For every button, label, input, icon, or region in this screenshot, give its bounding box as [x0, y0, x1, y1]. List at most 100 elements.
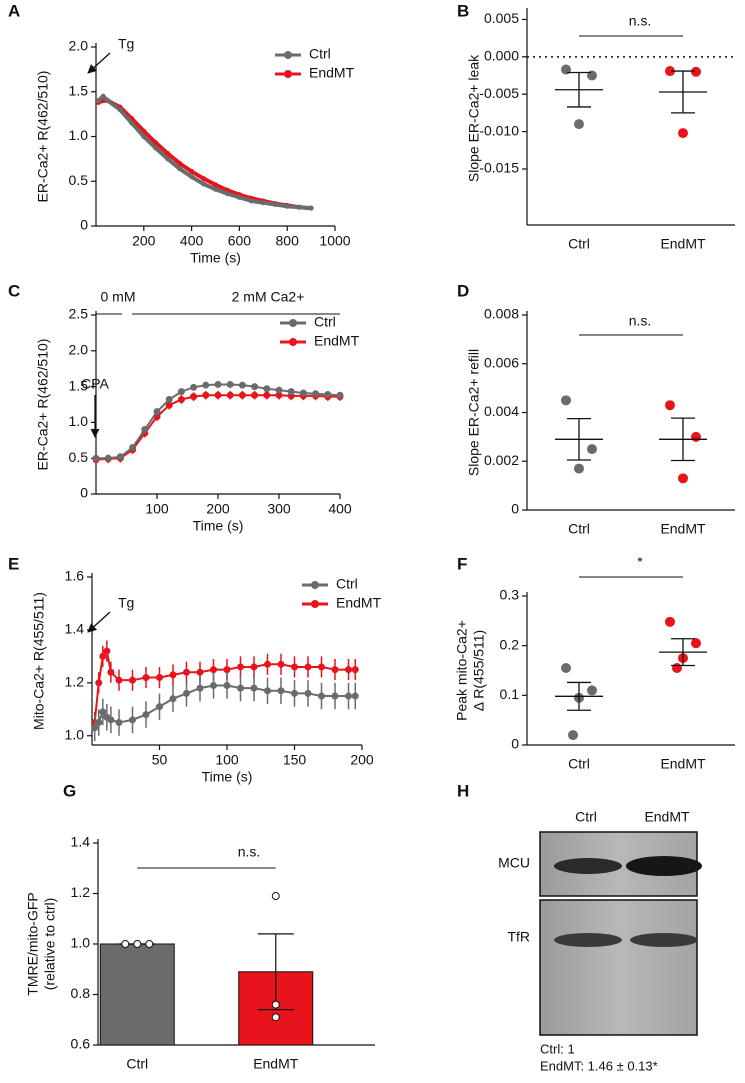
data-point [263, 391, 271, 399]
data-point [287, 388, 295, 396]
data-point [165, 151, 171, 157]
blot-band [630, 933, 698, 947]
data-point [691, 66, 701, 77]
y-axis-label: Δ R(455/511) [471, 630, 487, 711]
data-point [153, 408, 161, 416]
data-point [213, 182, 218, 188]
y-tick-label: 1.2 [71, 884, 91, 900]
data-point [145, 940, 154, 948]
data-point [116, 453, 124, 461]
data-point [574, 119, 584, 130]
x-tick-label: EndMT [253, 1056, 299, 1072]
y-tick-label: 0.006 [484, 354, 519, 370]
data-point [165, 156, 171, 162]
data-point [214, 391, 222, 399]
panel-letter: F [457, 554, 467, 573]
panel-letter: B [457, 1, 469, 20]
data-point [95, 98, 101, 104]
data-point [345, 692, 352, 700]
data-point [587, 444, 597, 455]
data-point [156, 703, 163, 711]
data-point [312, 390, 320, 398]
y-tick-label: 2.0 [69, 342, 89, 358]
annotation: n.s. [238, 844, 261, 860]
chart: C 0 0.5 1.0 1.5 2.0 2.5 100 200 300 400 Time (s) ER-… [8, 281, 360, 533]
data-point [177, 388, 185, 396]
data-point [202, 381, 210, 389]
data-point [331, 692, 339, 700]
data-point [561, 663, 571, 674]
data-point [291, 689, 298, 697]
data-point [238, 391, 246, 399]
data-point [236, 194, 242, 200]
data-point [223, 681, 231, 689]
y-axis-label: ER-Ca2+ R(462/510) [35, 71, 51, 203]
data-point [196, 668, 204, 676]
data-point [141, 426, 149, 434]
x-tick-label: 1000 [319, 233, 350, 249]
data-point [223, 666, 231, 674]
data-point [169, 695, 177, 703]
x-tick-label: Ctrl [126, 1056, 148, 1072]
data-point [665, 400, 675, 411]
y-axis-label: Slope ER-Ca2+ refill [466, 349, 482, 476]
bar [99, 943, 175, 1046]
data-point [672, 663, 682, 674]
y-tick-label: 0 [80, 217, 88, 233]
quantification: EndMT: 1.46 ± 0.13* [540, 1058, 658, 1073]
data-point [177, 395, 185, 403]
data-point [678, 128, 688, 139]
y-tick-label: 0.5 [69, 172, 89, 188]
x-tick-label: Ctrl [568, 236, 590, 252]
row-label: TfR [507, 929, 530, 945]
data-point [324, 390, 332, 398]
data-point [277, 687, 285, 695]
legend-swatch [311, 600, 319, 608]
y-tick-label: 0.1 [500, 686, 520, 702]
y-tick-label: 0.000 [484, 48, 519, 64]
data-point [105, 98, 111, 104]
annotation: 2 mM Ca2+ [232, 289, 305, 305]
data-point [202, 391, 210, 399]
y-tick-label: 0 [511, 736, 519, 752]
x-axis-label: Time (s) [202, 769, 253, 785]
data-point [213, 186, 218, 192]
y-tick-label: 1.0 [65, 726, 85, 742]
data-point [226, 391, 234, 399]
data-point [275, 391, 283, 399]
y-tick-label: 2.0 [69, 38, 89, 54]
data-point [291, 663, 298, 671]
annotation: 0 mM [101, 289, 136, 305]
data-point [296, 204, 302, 210]
data-point [183, 668, 190, 676]
y-tick-label: 0 [80, 485, 88, 501]
data-point [264, 687, 271, 695]
y-axis-label: TMRE/mito-GFP [25, 892, 41, 995]
data-point [201, 176, 207, 182]
legend-label: EndMT [336, 595, 382, 611]
panel-letter: D [457, 281, 469, 300]
y-tick-label: 1.6 [65, 568, 85, 584]
y-tick-label: 1.4 [65, 621, 85, 637]
data-point [153, 140, 159, 146]
y-tick-label: -0.010 [479, 122, 519, 138]
data-point [568, 730, 578, 741]
series-line [97, 93, 312, 211]
lane-label: Ctrl [575, 809, 597, 825]
data-point [100, 93, 106, 99]
data-point [318, 663, 325, 671]
x-tick-label: 600 [228, 233, 252, 249]
data-point [260, 200, 266, 206]
data-point [190, 383, 198, 391]
annotation-arrow [87, 611, 111, 633]
data-point [177, 166, 183, 172]
data-point [142, 674, 150, 682]
y-tick-label: -0.015 [479, 160, 519, 176]
data-point [665, 616, 675, 627]
data-point [251, 391, 259, 399]
legend-label: EndMT [309, 65, 355, 81]
data-point [95, 679, 103, 687]
y-axis-label: Mito-Ca2+ R(455/511) [31, 592, 47, 730]
data-point [271, 1013, 280, 1022]
